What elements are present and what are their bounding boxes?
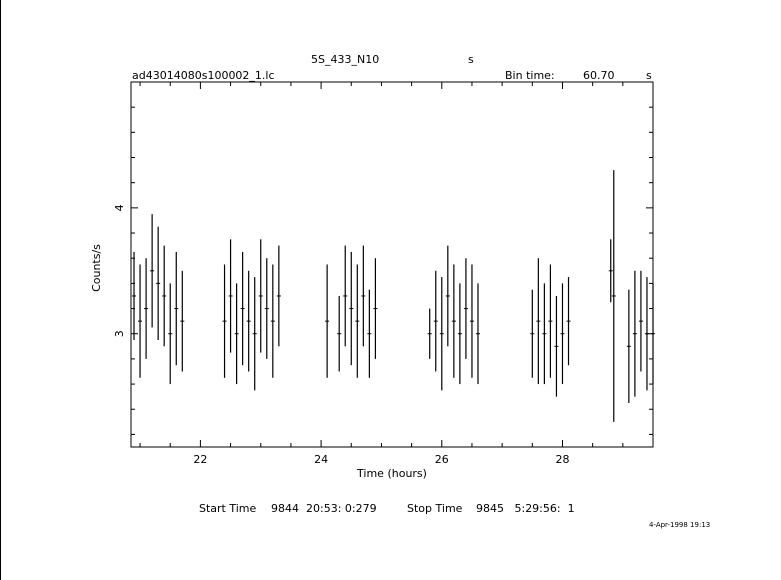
plot-frame xyxy=(130,81,654,448)
object-name: 5S_433_N10 xyxy=(311,53,380,66)
object-suffix: s xyxy=(468,53,474,66)
plot-timestamp: 4-Apr-1998 19:13 xyxy=(649,521,711,529)
x-tick-label: 26 xyxy=(435,453,449,466)
bin-time-label: Bin time: xyxy=(505,69,555,82)
stop-time-label: Stop Time xyxy=(407,502,463,515)
start-time-value: 9844 20:53: 0:279 xyxy=(271,502,377,515)
x-axis-ticks: 22 24 26 28 xyxy=(139,82,654,466)
y-tick-label: 4 xyxy=(113,204,126,211)
stop-time-value: 9845 5:29:56: 1 xyxy=(476,502,575,515)
y-axis-ticks: 34 xyxy=(113,81,653,435)
x-tick-label: 28 xyxy=(555,453,569,466)
bin-time-value: 60.70 xyxy=(583,69,615,82)
y-tick-label: 3 xyxy=(113,330,126,337)
y-axis-label: Counts/s xyxy=(90,244,103,292)
x-tick-label: 22 xyxy=(193,453,207,466)
start-time-label: Start Time xyxy=(199,502,257,515)
x-axis-label: Time (hours) xyxy=(356,467,427,480)
bin-time-unit: s xyxy=(646,69,652,82)
file-name: ad43014080s100002_1.lc xyxy=(132,69,275,82)
data-series xyxy=(132,170,655,422)
x-tick-label: 24 xyxy=(314,453,328,466)
